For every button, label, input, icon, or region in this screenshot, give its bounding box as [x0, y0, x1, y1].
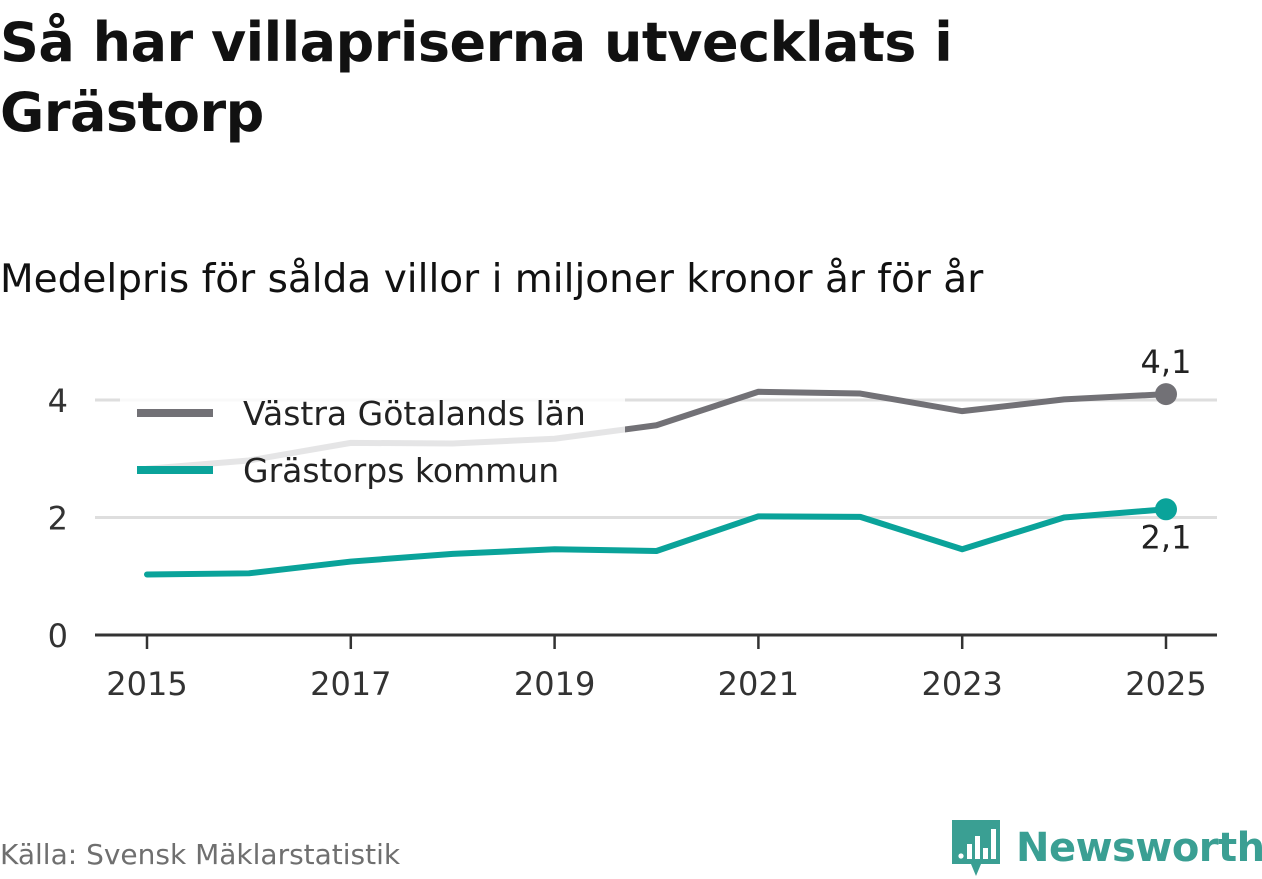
end-value-label-1: 2,1 — [1141, 518, 1192, 556]
x-tick-label: 2015 — [106, 665, 187, 703]
y-tick-label: 0 — [48, 617, 68, 655]
y-tick-label: 2 — [48, 500, 68, 538]
legend-label-0: Västra Götalands län — [243, 394, 586, 433]
x-tick-label: 2023 — [921, 665, 1002, 703]
brand-name: Newsworthy — [1016, 825, 1262, 871]
legend-background — [120, 383, 625, 498]
newsworthy-logo-icon — [952, 820, 1000, 876]
series-end-point-1 — [1155, 498, 1177, 521]
y-tick-label: 4 — [48, 382, 68, 420]
x-tick-label: 2025 — [1125, 665, 1206, 703]
series-line-1 — [144, 506, 1169, 578]
source-note: Källa: Svensk Mäklarstatistik — [0, 838, 401, 871]
series-end-point-0 — [1155, 383, 1177, 406]
x-tick-label: 2021 — [718, 665, 799, 703]
chart-subtitle: Medelpris för sålda villor i miljoner kr… — [0, 257, 984, 302]
end-value-label-0: 4,1 — [1141, 343, 1192, 381]
x-tick-label: 2017 — [310, 665, 391, 703]
brand-logo: Newsworthy — [950, 818, 1262, 878]
x-tick-label: 2019 — [514, 665, 595, 703]
legend-label-1: Grästorps kommun — [243, 451, 559, 490]
chart-title: Så har villapriserna utvecklats i Grästo… — [0, 11, 953, 144]
